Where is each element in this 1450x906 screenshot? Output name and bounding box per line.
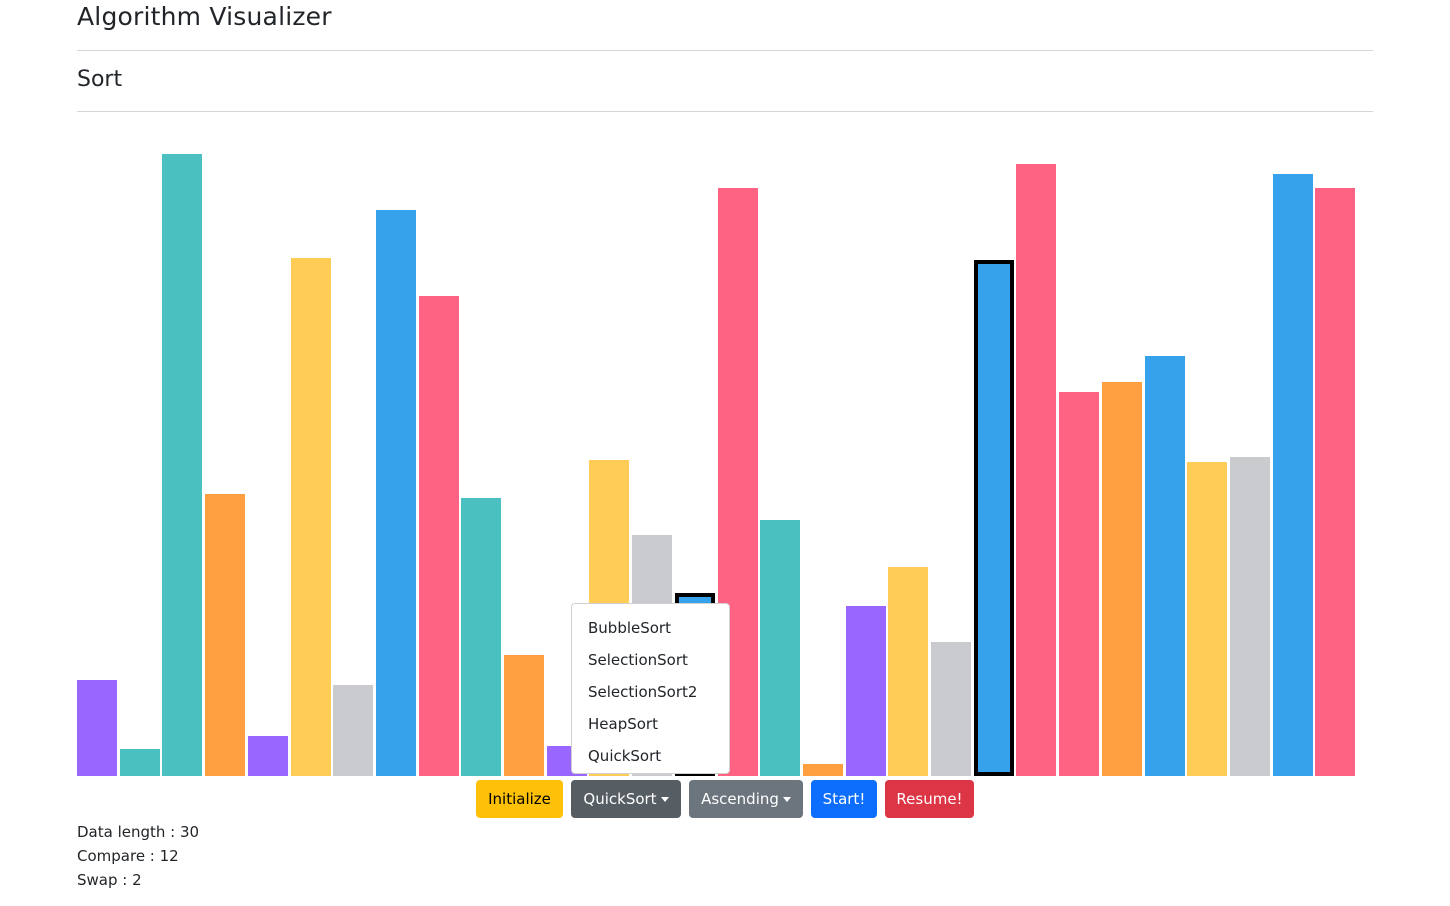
data-bar [1230,457,1270,776]
dropdown-item-quicksort[interactable]: QuickSort [588,747,662,765]
start-button[interactable]: Start! [811,780,877,818]
algorithm-dropdown-button[interactable]: QuickSort [571,780,681,818]
data-length-label: Data length : [77,823,180,841]
sort-bar-chart [77,120,1373,776]
data-bar [291,258,331,776]
algorithm-dropdown-label: QuickSort [583,790,657,808]
initialize-button[interactable]: Initialize [476,780,563,818]
data-bar [77,680,117,776]
resume-button[interactable]: Resume! [885,780,974,818]
data-bar [1102,382,1142,776]
data-bar [1016,164,1056,776]
data-bar [419,296,459,776]
stats-panel: Data length : 30 Compare : 12 Swap : 2 [77,820,199,892]
data-length-stat: Data length : 30 [77,820,199,844]
data-bar [205,494,245,776]
swap-stat: Swap : 2 [77,868,199,892]
dropdown-item-bubblesort[interactable]: BubbleSort [588,619,671,637]
compare-value: 12 [159,847,179,865]
data-bar [162,154,202,776]
data-bar [1315,188,1355,776]
data-bar [931,642,971,776]
caret-down-icon [782,797,791,802]
data-bar [846,606,886,776]
data-bar [803,764,843,776]
data-bar [461,498,501,776]
caret-down-icon [660,797,669,802]
data-length-value: 30 [180,823,200,841]
algorithm-dropdown-menu: BubbleSort SelectionSort SelectionSort2 … [571,603,730,774]
data-bar [1273,174,1313,776]
section-title: Sort [77,67,123,92]
dropdown-item-selectionsort[interactable]: SelectionSort [588,651,688,669]
swap-label: Swap : [77,871,133,889]
data-bar [1187,462,1227,776]
data-bar [1145,356,1185,776]
app-title: Algorithm Visualizer [77,2,332,31]
compare-stat: Compare : 12 [77,844,199,868]
data-bar [760,520,800,776]
dropdown-item-selectionsort2[interactable]: SelectionSort2 [588,683,698,701]
data-bar [333,685,373,776]
data-bar [888,567,928,776]
dropdown-item-heapsort[interactable]: HeapSort [588,715,658,733]
divider [77,111,1373,112]
divider [77,50,1373,51]
data-bar [504,655,544,776]
order-dropdown-label: Ascending [701,790,779,808]
data-bar [120,749,160,776]
order-dropdown-button[interactable]: Ascending [689,780,803,818]
data-bar [1059,392,1099,776]
data-bar [974,260,1014,776]
swap-value: 2 [132,871,142,889]
compare-label: Compare : [77,847,160,865]
data-bar [376,210,416,776]
data-bar [248,736,288,776]
